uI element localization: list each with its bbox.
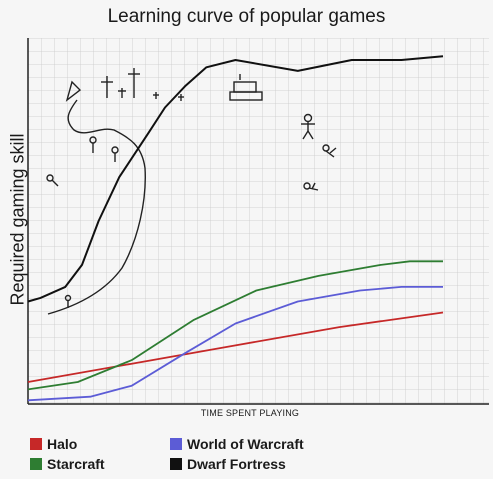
legend-swatch-starcraft (30, 458, 42, 470)
series-layer (27, 55, 444, 402)
series-line-dwarf-fortress (27, 55, 444, 303)
grave-cross-2 (128, 68, 140, 98)
legend-label-starcraft: Starcraft (47, 456, 105, 472)
legend-item-halo: Halo (30, 436, 77, 452)
legend-swatch-world-of-warcraft (170, 438, 182, 450)
cliff-figure-3 (64, 294, 72, 308)
grave-cross-3 (118, 88, 126, 98)
legend-label-halo: Halo (47, 436, 78, 452)
legend-item-world-of-warcraft: World of Warcraft (170, 436, 304, 452)
legend-label-world-of-warcraft: World of Warcraft (187, 436, 304, 452)
falling-figure-4 (46, 174, 59, 187)
x-axis-label: TIME SPENT PLAYING (200, 408, 300, 418)
legend-swatch-dwarf-fortress (170, 458, 182, 470)
cliff-figure-1 (89, 136, 97, 153)
legend-label-dwarf-fortress: Dwarf Fortress (187, 456, 286, 472)
cliff-illustration (46, 68, 337, 315)
grave-cross-1 (101, 76, 113, 98)
series-line-halo (27, 311, 444, 383)
grave-cross-4 (153, 92, 159, 99)
series-line-starcraft (27, 260, 443, 391)
series-line-world-of-warcraft (27, 286, 443, 402)
grave-cross-5 (178, 94, 184, 101)
chart-title: Learning curve of popular games (107, 6, 386, 27)
cliff-face (47, 99, 146, 315)
falling-figure-2 (322, 144, 337, 158)
legend-item-starcraft: Starcraft (30, 456, 105, 472)
legend-item-dwarf-fortress: Dwarf Fortress (170, 456, 286, 472)
legend-swatch-halo (30, 438, 42, 450)
flag (65, 80, 82, 102)
falling-figure-3 (303, 182, 319, 191)
grid-background (28, 38, 489, 404)
falling-figure-1 (301, 113, 315, 140)
tank (229, 74, 263, 101)
cliff-figure-2 (111, 146, 119, 162)
